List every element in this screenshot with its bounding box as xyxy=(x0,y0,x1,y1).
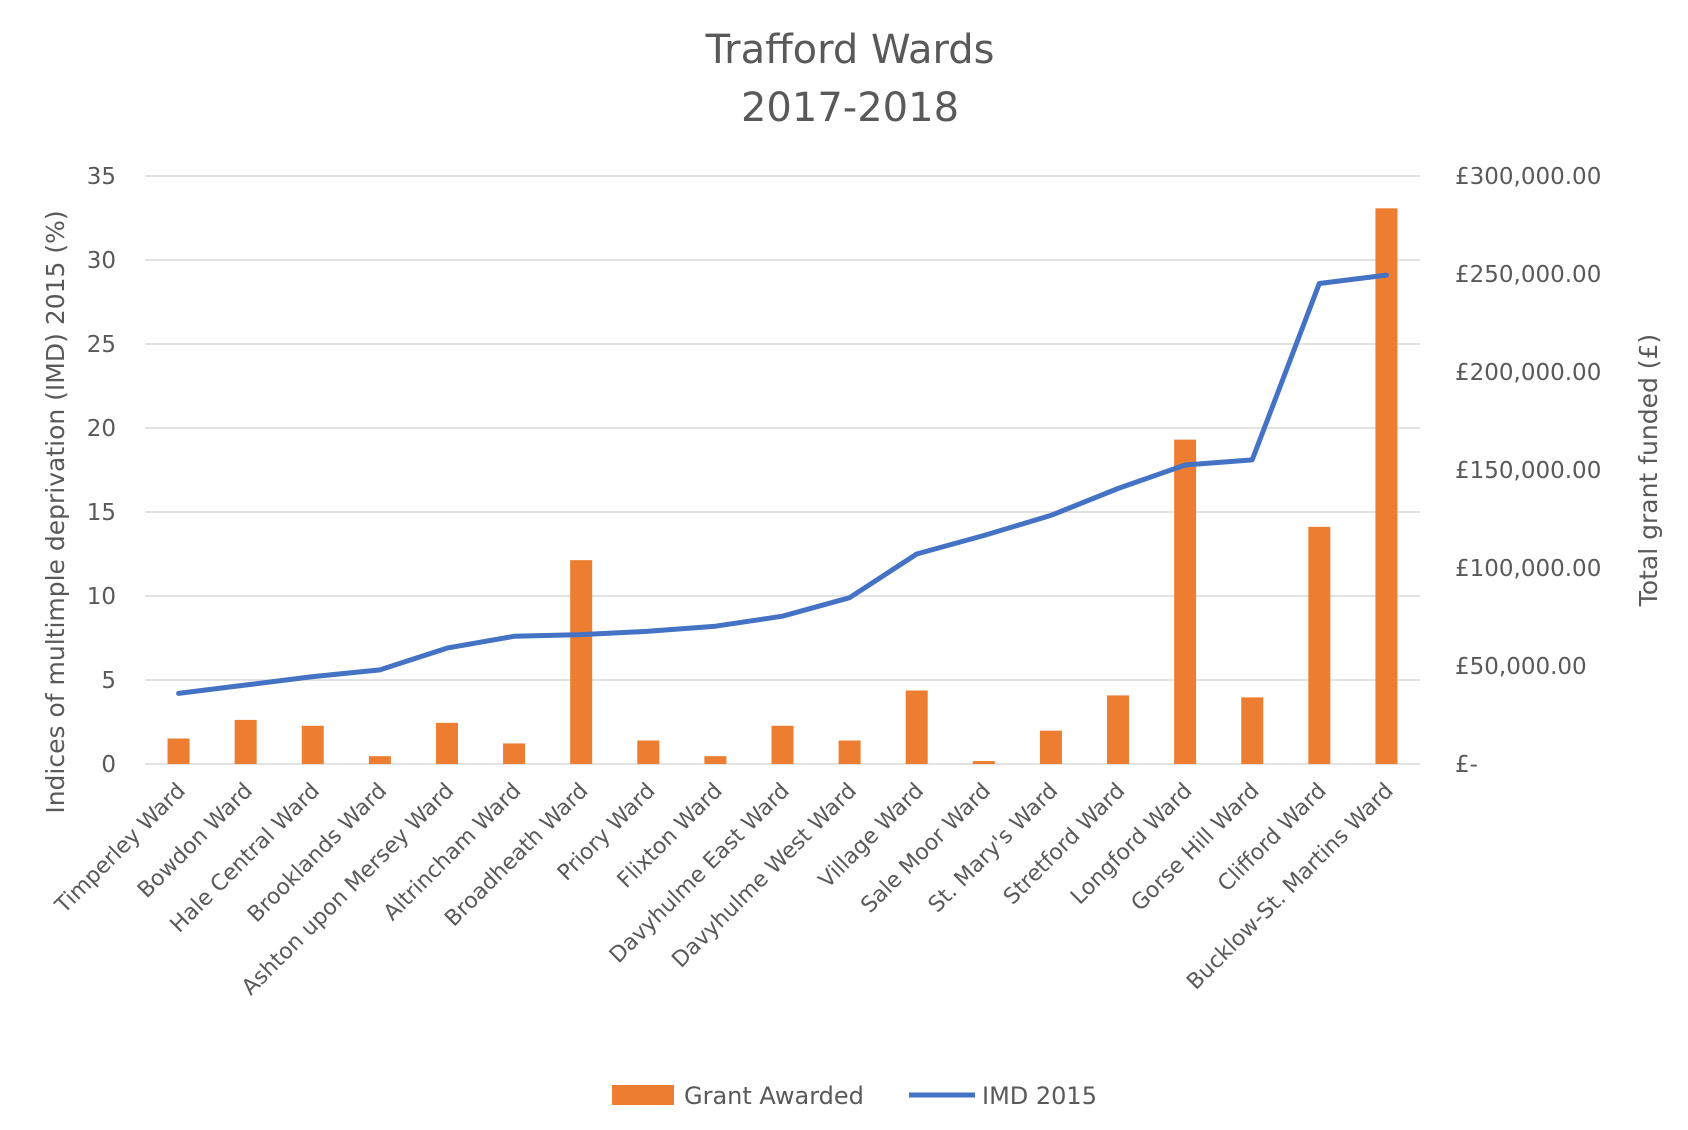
chart-title-line-2: 2017-2018 xyxy=(741,85,959,131)
bar-stretford-ward xyxy=(1107,695,1130,764)
y-tick-label: 25 xyxy=(87,332,116,358)
y-tick-label: 20 xyxy=(87,416,116,442)
y-axis-title: Indices of multimple deprivation (IMD) 2… xyxy=(41,210,70,813)
bar-bucklow-st-martins-ward xyxy=(1375,208,1398,765)
left-axis-ticks: 0 5 10 15 20 25 30 35 xyxy=(87,164,116,778)
y-tick-label: 5 xyxy=(101,668,116,694)
y-tick-label: 10 xyxy=(87,584,116,610)
bar-series xyxy=(167,208,1398,765)
x-tick-label: Stretford Ward xyxy=(999,779,1130,910)
legend-swatch-grant-awarded xyxy=(612,1085,674,1105)
line-imd-2015 xyxy=(176,272,1389,696)
y-tick-label: 30 xyxy=(87,248,116,274)
right-axis-ticks: £- £50,000.00 £100,000.00 £150,000.00 £200,0… xyxy=(1455,164,1601,778)
bar-davyhulme-east-ward xyxy=(771,725,794,764)
bar-timperley-ward xyxy=(167,738,190,764)
legend-label-imd-2015: IMD 2015 xyxy=(982,1082,1097,1110)
bar-st-mary-s-ward xyxy=(1039,730,1062,764)
x-tick-label: Longford Ward xyxy=(1066,779,1197,910)
y2-axis-title: Total grant funded (£) xyxy=(1634,334,1663,607)
bar-bowdon-ward xyxy=(234,719,257,764)
bar-priory-ward xyxy=(637,740,660,764)
bar-village-ward xyxy=(905,690,928,764)
bar-brooklands-ward xyxy=(368,756,391,764)
bar-gorse-hill-ward xyxy=(1241,697,1264,764)
y-tick-label: 0 xyxy=(101,752,116,778)
bar-altrincham-ward xyxy=(503,743,526,764)
y2-tick-label: £200,000.00 xyxy=(1455,360,1601,386)
y-tick-label: 35 xyxy=(87,164,116,190)
bar-hale-central-ward xyxy=(301,725,324,764)
bar-longford-ward xyxy=(1174,439,1197,764)
y2-tick-label: £300,000.00 xyxy=(1455,164,1601,190)
x-tick-label: Bowdon Ward xyxy=(133,779,258,904)
y2-tick-label: £100,000.00 xyxy=(1455,556,1601,582)
y2-tick-label: £250,000.00 xyxy=(1455,262,1601,288)
y2-tick-label: £50,000.00 xyxy=(1455,654,1587,680)
y2-tick-label: £- xyxy=(1455,752,1478,778)
bar-flixton-ward xyxy=(704,756,727,764)
bar-davyhulme-west-ward xyxy=(838,740,861,764)
legend-label-grant-awarded: Grant Awarded xyxy=(684,1082,864,1110)
legend: Grant Awarded IMD 2015 xyxy=(612,1082,1097,1110)
line-series xyxy=(176,272,1389,696)
bar-ashton-upon-mersey-ward xyxy=(435,722,458,764)
bar-broadheath-ward xyxy=(570,560,593,764)
y-tick-label: 15 xyxy=(87,500,116,526)
gridlines xyxy=(145,175,1420,765)
bar-clifford-ward xyxy=(1308,526,1331,764)
y2-tick-label: £150,000.00 xyxy=(1455,458,1601,484)
bar-sale-moor-ward xyxy=(972,761,995,764)
chart-title-line-1: Trafford Wards xyxy=(705,27,995,73)
